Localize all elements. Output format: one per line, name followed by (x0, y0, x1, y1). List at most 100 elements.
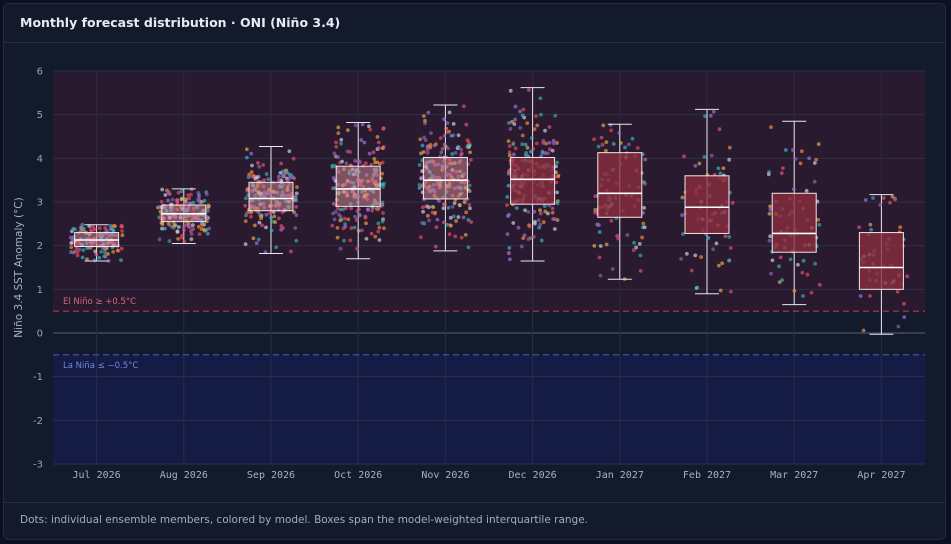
member-dot (261, 163, 266, 167)
member-dot (554, 180, 559, 185)
member-dot (805, 272, 810, 277)
member-dot (442, 117, 446, 122)
member-dot (106, 258, 111, 263)
member-dot (520, 142, 525, 147)
member-dot (346, 128, 350, 133)
member-dot (182, 201, 187, 206)
member-dot (363, 215, 368, 220)
member-dot (92, 227, 97, 232)
member-dot (555, 160, 560, 165)
member-dot (425, 213, 430, 218)
member-dot (679, 256, 684, 261)
member-dot (681, 232, 685, 236)
member-dot (97, 255, 102, 260)
member-dot (727, 258, 732, 263)
member-dot (189, 229, 193, 233)
member-dot (433, 142, 438, 147)
member-dot (175, 229, 180, 234)
member-dot (555, 218, 560, 222)
member-dot (684, 251, 689, 256)
y-tick-label: 3 (37, 198, 43, 209)
x-tick-label: Apr 2027 (857, 470, 905, 481)
member-dot (534, 114, 538, 119)
member-dot (799, 149, 804, 154)
member-dot (699, 255, 704, 259)
member-dot (711, 247, 716, 252)
member-dot (468, 150, 472, 155)
member-dot (716, 166, 721, 171)
member-dot (727, 235, 732, 239)
member-dot (812, 179, 817, 184)
member-dot (157, 237, 162, 242)
member-dot (371, 150, 376, 155)
member-dot (338, 214, 343, 219)
member-dot (344, 206, 348, 211)
member-dot (365, 207, 370, 212)
member-dot (160, 226, 164, 231)
member-dot (97, 226, 102, 231)
member-dot (257, 220, 262, 225)
member-dot (538, 222, 543, 227)
member-dot (69, 235, 73, 240)
member-dot (349, 226, 354, 231)
member-dot (353, 123, 358, 128)
iqr-box (422, 156, 468, 200)
member-dot (511, 142, 516, 147)
member-dot (273, 220, 278, 224)
member-dot (167, 192, 172, 197)
member-dot (197, 195, 201, 200)
member-dot (466, 140, 471, 145)
member-dot (103, 247, 107, 252)
member-dot (727, 145, 732, 150)
y-tick-label: 2 (37, 241, 43, 252)
member-dot (435, 217, 440, 222)
member-dot (792, 289, 797, 293)
member-dot (176, 236, 181, 241)
member-dot (243, 203, 248, 208)
member-dot (108, 223, 113, 228)
member-dot (93, 249, 98, 254)
member-dot (190, 223, 195, 227)
member-dot (182, 239, 187, 244)
member-dot (682, 154, 686, 159)
member-dot (260, 223, 264, 228)
member-dot (343, 216, 347, 221)
y-tick-label: 5 (37, 110, 43, 121)
box-group (69, 222, 125, 263)
member-dot (380, 146, 385, 151)
member-dot (74, 246, 79, 251)
member-dot (420, 205, 425, 210)
member-dot (511, 152, 516, 157)
member-dot (510, 119, 515, 124)
member-dot (868, 294, 872, 298)
member-dot (718, 288, 723, 293)
member-dot (459, 235, 464, 240)
member-dot (368, 127, 373, 132)
member-dot (449, 133, 454, 138)
member-dot (336, 125, 341, 130)
member-dot (788, 257, 793, 262)
member-dot (507, 257, 512, 262)
iqr-box (858, 232, 904, 290)
member-dot (356, 159, 360, 164)
member-dot (878, 203, 883, 207)
member-dot (695, 285, 700, 290)
x-tick-label: Oct 2026 (334, 470, 382, 481)
member-dot (454, 219, 458, 223)
member-dot (604, 140, 609, 145)
member-dot (181, 224, 186, 229)
member-dot (520, 133, 525, 138)
member-dot (287, 149, 292, 154)
member-dot (596, 223, 601, 227)
member-dot (547, 147, 552, 152)
member-dot (871, 196, 875, 200)
member-dot (555, 190, 559, 195)
member-dot (609, 218, 614, 223)
member-dot (417, 163, 422, 167)
member-dot (537, 225, 542, 230)
member-dot (467, 183, 472, 188)
member-dot (531, 146, 536, 151)
member-dot (336, 131, 341, 136)
member-dot (516, 225, 521, 230)
member-dot (767, 211, 772, 216)
